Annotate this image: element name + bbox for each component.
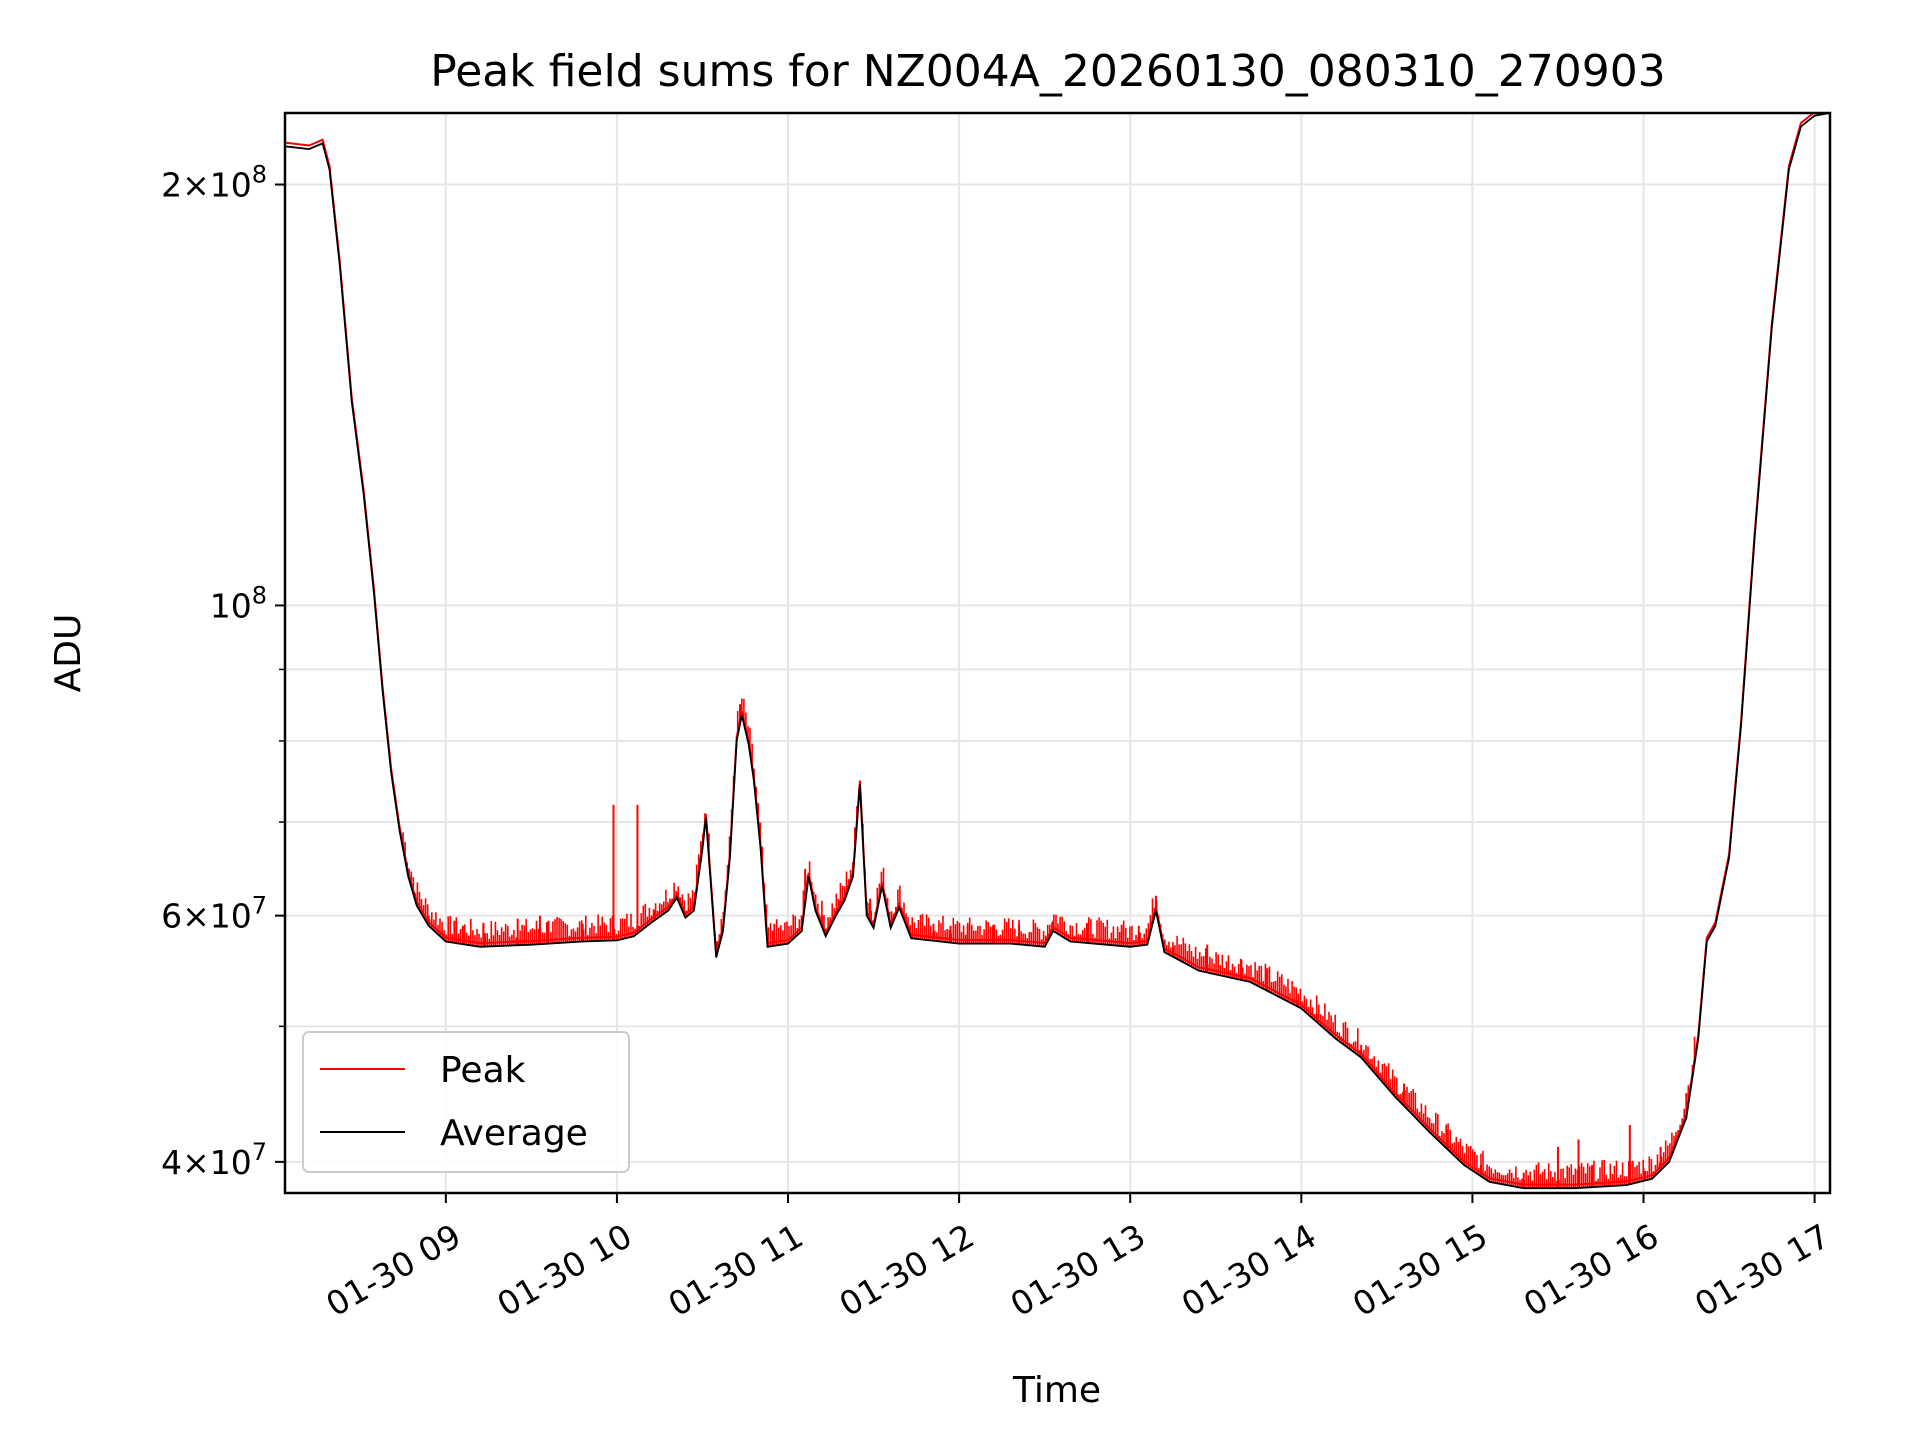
average-series-line xyxy=(285,113,1830,1190)
legend-average-label: Average xyxy=(440,1113,588,1154)
x-tick-label: 01-30 10 xyxy=(490,1216,638,1324)
x-tick-label: 01-30 15 xyxy=(1346,1216,1494,1324)
peak-series-line xyxy=(285,113,1816,1186)
plot-lines xyxy=(285,113,1830,1190)
legend: Peak Average xyxy=(302,1031,630,1173)
x-tick-label: 01-30 16 xyxy=(1517,1216,1665,1324)
x-tick-label: 01-30 17 xyxy=(1688,1216,1836,1324)
plot-frame xyxy=(283,111,1832,1195)
x-tick-label: 01-30 11 xyxy=(662,1216,810,1324)
x-axis-label: Time xyxy=(1012,1370,1101,1411)
y-axis-label: ADU xyxy=(48,614,89,693)
y-tick-label: 6×107 xyxy=(161,892,267,936)
chart-title: Peak field sums for NZ004A_20260130_0803… xyxy=(430,46,1665,97)
x-tick-label: 01-30 14 xyxy=(1175,1216,1323,1324)
x-axis: 01-30 09 01-30 10 01-30 11 01-30 12 01-30 13… xyxy=(319,1193,1836,1324)
y-tick-label: 4×107 xyxy=(161,1138,267,1182)
x-tick-label: 01-30 09 xyxy=(319,1216,467,1324)
legend-peak-label: Peak xyxy=(440,1050,526,1091)
legend-box xyxy=(302,1031,630,1173)
y-tick-label: 108 xyxy=(210,581,267,625)
y-axis: 4×107 6×107 108 2×108 xyxy=(161,161,285,1182)
grid xyxy=(285,113,1830,1193)
x-tick-label: 01-30 12 xyxy=(833,1216,981,1324)
x-tick-label: 01-30 13 xyxy=(1004,1216,1152,1324)
y-tick-label: 2×108 xyxy=(161,161,267,205)
